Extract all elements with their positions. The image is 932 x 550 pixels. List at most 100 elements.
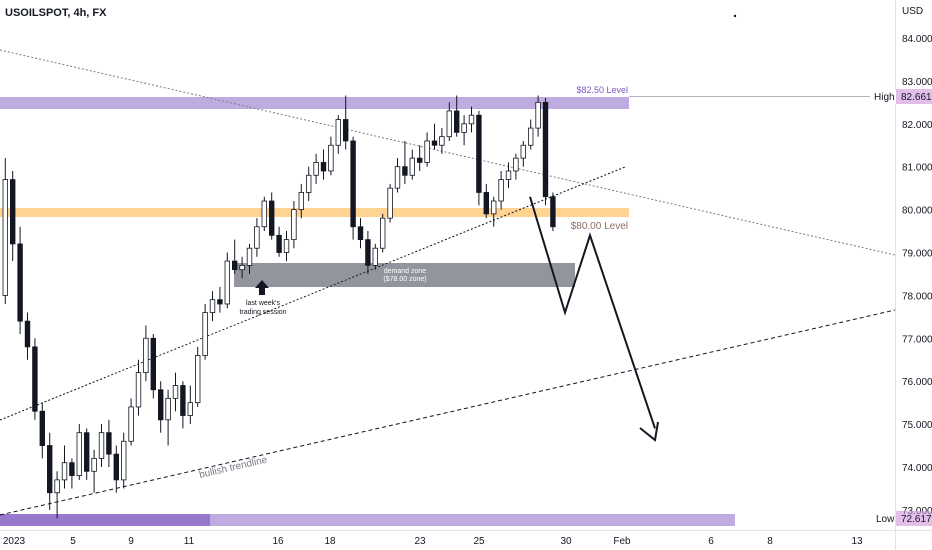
- time-tick-label: 13: [851, 536, 863, 547]
- candle[interactable]: [157, 381, 164, 433]
- candle[interactable]: [231, 239, 238, 274]
- candle[interactable]: [313, 153, 319, 184]
- candle[interactable]: [194, 346, 201, 407]
- candle[interactable]: [76, 424, 82, 480]
- candle[interactable]: [394, 158, 401, 193]
- candle[interactable]: [490, 196, 497, 227]
- candle[interactable]: [268, 192, 275, 240]
- candle[interactable]: [24, 312, 31, 360]
- candle-body: [313, 162, 319, 176]
- candle[interactable]: [47, 432, 53, 510]
- candle[interactable]: [209, 291, 216, 322]
- candle[interactable]: [505, 162, 512, 189]
- candle[interactable]: [298, 183, 304, 219]
- candle[interactable]: [128, 398, 134, 446]
- candle[interactable]: [39, 402, 45, 459]
- candle[interactable]: [246, 243, 253, 274]
- candle[interactable]: [335, 115, 341, 154]
- candle-body: [468, 114, 475, 125]
- candle[interactable]: [431, 123, 438, 150]
- candle[interactable]: [143, 325, 149, 382]
- candle[interactable]: [202, 303, 208, 360]
- descending-trendline[interactable]: [0, 49, 896, 256]
- candle[interactable]: [135, 359, 142, 416]
- candle[interactable]: [535, 95, 541, 137]
- candle[interactable]: [498, 170, 504, 210]
- candle[interactable]: [150, 334, 156, 399]
- candle[interactable]: [446, 102, 452, 141]
- candle[interactable]: [172, 372, 179, 412]
- candle[interactable]: [121, 432, 127, 489]
- demand-zone[interactable]: [234, 263, 575, 287]
- candle[interactable]: [320, 149, 327, 180]
- candle[interactable]: [261, 196, 267, 232]
- candle[interactable]: [165, 389, 171, 446]
- bullish-trendline[interactable]: [0, 309, 896, 516]
- candlestick-series[interactable]: [2, 95, 556, 519]
- candle-body: [357, 226, 364, 241]
- candle-body: [342, 119, 349, 142]
- candle[interactable]: [9, 170, 16, 262]
- candle[interactable]: [291, 201, 297, 249]
- candle[interactable]: [217, 286, 223, 313]
- candle-body: [365, 239, 371, 266]
- candle-body: [535, 101, 541, 129]
- candle[interactable]: [387, 183, 393, 223]
- candle[interactable]: [476, 110, 482, 206]
- candle-body: [335, 119, 341, 146]
- candle[interactable]: [328, 136, 334, 176]
- candle[interactable]: [180, 381, 186, 429]
- candle[interactable]: [542, 98, 549, 206]
- candle[interactable]: [61, 445, 68, 489]
- candle[interactable]: [453, 95, 460, 137]
- candle[interactable]: [342, 95, 349, 150]
- candle[interactable]: [483, 183, 489, 219]
- demand-zone-sublabel: ($78.00 zone): [383, 276, 426, 283]
- candle[interactable]: [283, 231, 290, 262]
- candle[interactable]: [17, 226, 23, 335]
- candle[interactable]: [254, 218, 260, 257]
- candle[interactable]: [91, 449, 97, 493]
- candle[interactable]: [424, 132, 430, 167]
- projection-path[interactable]: [529, 196, 656, 429]
- candle[interactable]: [32, 338, 38, 420]
- time-tick-label: 25: [473, 536, 485, 547]
- candle[interactable]: [461, 115, 467, 146]
- time-tick-label: 18: [324, 536, 336, 547]
- candle[interactable]: [69, 458, 75, 489]
- candle[interactable]: [520, 140, 526, 167]
- candle[interactable]: [350, 136, 356, 240]
- candle[interactable]: [439, 128, 445, 154]
- candle[interactable]: [379, 213, 386, 253]
- candle[interactable]: [365, 231, 371, 274]
- candle[interactable]: [84, 428, 90, 480]
- candle[interactable]: [372, 243, 378, 270]
- currency-label: USD: [902, 6, 923, 17]
- candle[interactable]: [402, 140, 408, 184]
- candle[interactable]: [528, 119, 534, 150]
- candle[interactable]: [305, 166, 312, 202]
- low-tag-label: Low: [876, 514, 895, 525]
- candle[interactable]: [224, 252, 230, 309]
- candle[interactable]: [276, 226, 282, 257]
- resistance-zone[interactable]: [0, 97, 629, 109]
- support-zone[interactable]: [0, 208, 629, 217]
- candle[interactable]: [416, 145, 423, 171]
- candle[interactable]: [513, 153, 519, 180]
- candle-body: [402, 166, 408, 176]
- candle[interactable]: [468, 106, 475, 133]
- candle[interactable]: [187, 385, 193, 425]
- candle[interactable]: [239, 256, 245, 279]
- rising-channel-line[interactable]: [0, 166, 626, 421]
- candle[interactable]: [357, 218, 364, 249]
- candle[interactable]: [550, 192, 556, 232]
- candle[interactable]: [2, 158, 8, 304]
- projection-arrowhead: [639, 421, 659, 442]
- candle[interactable]: [106, 419, 112, 467]
- low-value: 72.617: [901, 514, 932, 525]
- candle[interactable]: [409, 149, 415, 180]
- candle[interactable]: [113, 445, 119, 493]
- candle[interactable]: [54, 471, 60, 519]
- candle[interactable]: [98, 424, 105, 467]
